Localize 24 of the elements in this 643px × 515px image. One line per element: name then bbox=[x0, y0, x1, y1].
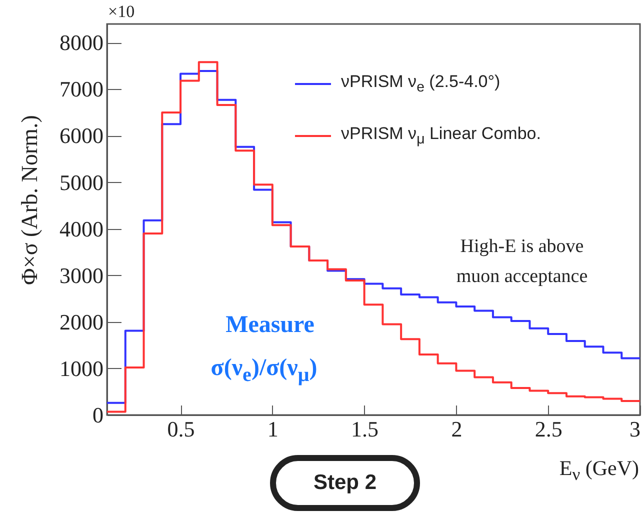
y-tick-label: 2000 bbox=[60, 309, 104, 334]
x-tick-label: 3 bbox=[630, 416, 640, 442]
x-tick-label: 1.5 bbox=[351, 416, 379, 442]
y-tick-label: 1000 bbox=[60, 356, 104, 381]
y-tick-label: 3000 bbox=[60, 262, 104, 288]
y-tick-label: 7000 bbox=[60, 76, 104, 102]
legend-label: νPRISM ν$_{e}$ (2.5-4.0°) bbox=[341, 72, 500, 96]
annotation: σ(ν$_{e}$)/σ(ν$_{μ}$) bbox=[210, 355, 318, 387]
x-tick-label: 0.5 bbox=[167, 416, 195, 442]
text: ×10 bbox=[108, 2, 135, 22]
annotation: High-E is above muon acceptance bbox=[455, 235, 589, 289]
annotation: Measure bbox=[226, 312, 314, 339]
x-tick-label: 2.5 bbox=[534, 416, 562, 442]
x-axis-title: E$_{ν}$ (GeV) bbox=[559, 456, 639, 486]
y-tick-label: 8000 bbox=[60, 30, 104, 56]
x-tick-label: 1 bbox=[267, 416, 278, 442]
y-tick-label: 4000 bbox=[60, 216, 104, 242]
y-tick-label: 0 bbox=[92, 402, 104, 428]
text: Step 2 bbox=[270, 455, 420, 511]
y-tick-label: 6000 bbox=[60, 123, 104, 148]
legend-label: νPRISM ν$_{μ}$ Linear Combo. bbox=[341, 124, 541, 148]
y-axis-title: Φ×σ (Arb. Norm.) bbox=[17, 115, 43, 285]
y-tick-label: 5000 bbox=[60, 170, 104, 195]
x-tick-label: 2 bbox=[451, 416, 462, 442]
